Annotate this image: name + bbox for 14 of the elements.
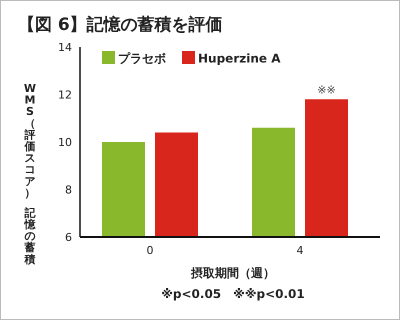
- y-tick-label: 10: [58, 136, 72, 149]
- text: ※p<0.05 ※※p<0.01: [161, 287, 305, 301]
- y-tick-label: 6: [65, 231, 72, 244]
- y-tick-label: 8: [65, 184, 72, 196]
- x-tick-label: 4: [296, 244, 304, 257]
- chart-title: 【図 6】記憶の蓄積を評価: [18, 15, 223, 35]
- x-tick-label: 0: [146, 244, 154, 257]
- y-tick-label: 12: [58, 88, 72, 102]
- x-axis-title: 摂取期間（週）: [190, 266, 275, 280]
- legend-label: プラセボ: [118, 52, 166, 66]
- annotation: ※※: [317, 83, 336, 96]
- legend-label: Huperzine A: [198, 52, 282, 66]
- y-tick-label: 14: [58, 41, 72, 54]
- text: WMS（評価スコア）記憶の蓄積: [24, 82, 36, 266]
